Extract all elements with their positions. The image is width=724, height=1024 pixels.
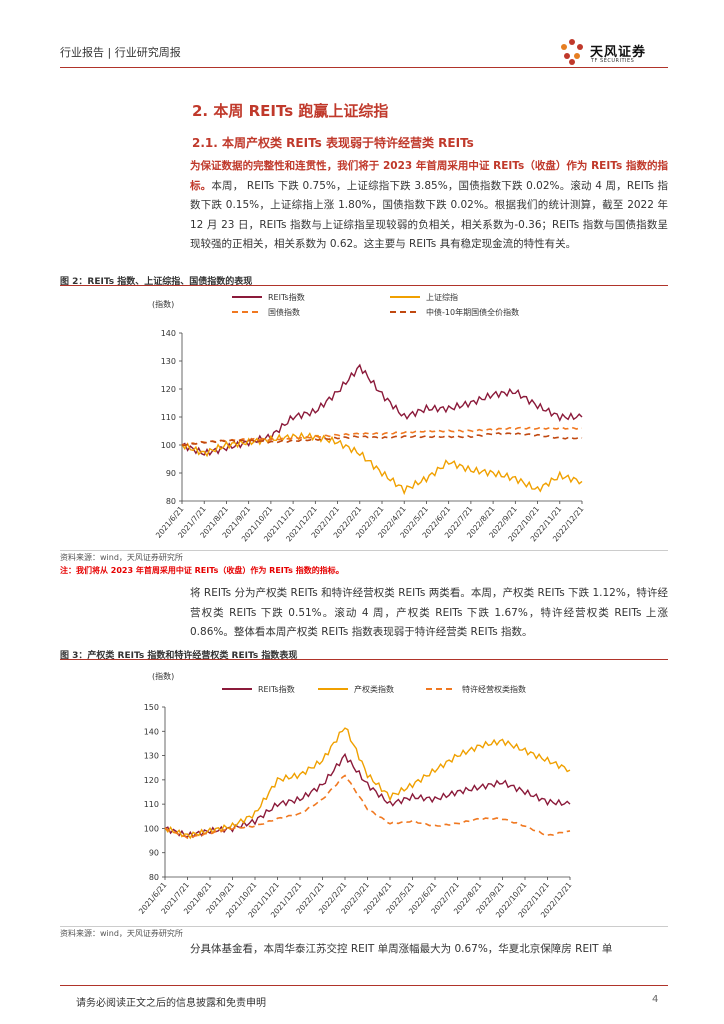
logo-cn: 天风证券 [590,45,647,60]
figure-3-source-divider [60,926,668,927]
y-tick-label: 100 [161,441,176,450]
y-tick-label: 80 [166,497,176,506]
y-tick-label: 130 [161,357,176,366]
legend-label: 特许经营权类指数 [462,684,526,694]
figure-3-source: 资料来源：wind，天风证券研究所 [60,929,183,938]
legend-label: 产权类指数 [354,684,394,694]
y-tick-label: 90 [149,849,159,858]
figure-2-title: 图 2：REITs 指数、上证综指、国债指数的表现 [60,277,253,287]
y-tick-label: 100 [144,824,159,833]
y-tick-label: 120 [144,776,159,785]
figure-3-divider [60,659,668,660]
figure-2-source: 资料来源：wind，天风证券研究所 [60,553,183,562]
figure-3-svg: (指数)80901001101201301401502021/6/212021/… [137,671,574,919]
footer-disclaimer: 请务必阅读正文之后的信息披露和免责申明 [76,998,266,1009]
paragraph-1-body: 本周， REITs 下跌 0.75%，上证综指下跌 3.85%，国债指数下跌 0… [190,179,669,251]
y-tick-label: 90 [166,469,176,478]
series-line-0 [164,752,571,839]
y-axis-label: (指数) [152,299,174,309]
section-heading: 2. 本周 REITs 跑赢上证综指 [192,102,389,120]
y-axis-label: (指数) [152,671,174,681]
legend-label: 上证综指 [426,292,458,302]
tf-logo-icon [561,39,583,65]
y-tick-label: 120 [161,385,176,394]
y-tick-label: 140 [161,329,176,338]
y-tick-label: 80 [149,873,159,882]
tf-logo: 天风证券 TF SECURITIES [558,38,668,66]
series-line-1 [181,431,583,496]
figure-2-source-divider [60,550,668,551]
report-type: 行业报告 | 行业研究周报 [60,46,181,59]
series-line-0 [181,363,583,457]
page-number: 4 [652,994,659,1005]
y-tick-label: 150 [144,703,159,712]
figure-2-divider [60,285,668,286]
header-divider [60,67,668,68]
series-line-3 [181,432,583,447]
figure-3-title: 图 3：产权类 REITs 指数和特许经营权类 REITs 指数表现 [60,651,298,661]
figure-3-chart: (指数) 80 90 100 110 120 130 140 150 2021/6/21 2021/… [60,661,668,925]
legend-label: REITs指数 [258,684,295,694]
y-tick-label: 130 [144,752,159,761]
paragraph-1-highlight: 为保证数据的完整性和连贯性，我们将于 2023 年首周采用中证 REITs（收盘… [190,160,668,192]
y-tick-label: 110 [144,800,159,809]
figure-2-chart: (指数) 80 90 100 110 120 130 140 2021/6/21 2021/7/2… [60,287,668,549]
legend-label: REITs指数 [268,292,305,302]
series-line-2 [164,774,571,840]
y-tick-label: 140 [144,727,159,736]
footer-divider [60,985,668,986]
subsection-heading: 2.1. 本周产权类 REITs 表现弱于特许经营类 REITs [192,136,474,150]
legend-label: 国债指数 [268,307,300,317]
logo-en: TF SECURITIES [591,58,635,64]
paragraph-3: 分具体基金看，本周华泰江苏交控 REIT 单周涨幅最大为 0.67%，华夏北京保… [190,943,613,955]
y-tick-label: 110 [161,413,176,422]
figure-2-note: 注：我们将从 2023 年首周采用中证 REITs（收盘）作为 REITs 指数… [60,566,344,575]
legend-label: 中债-10年期国债全价指数 [426,307,519,317]
paragraph-2: 将 REITs 分为产权类 REITs 和特许经营权类 REITs 两类看。本周… [190,587,668,638]
series-line-1 [164,727,571,840]
paragraph-1: 为保证数据的完整性和连贯性，我们将于 2023 年首周采用中证 REITs（收盘… [190,157,668,255]
figure-2-svg: (指数)80901001101201301402021/6/212021/7/2… [152,292,586,543]
report-header: 行业报告 | 行业研究周报 天风证券 TF SECURITIES [60,38,668,68]
